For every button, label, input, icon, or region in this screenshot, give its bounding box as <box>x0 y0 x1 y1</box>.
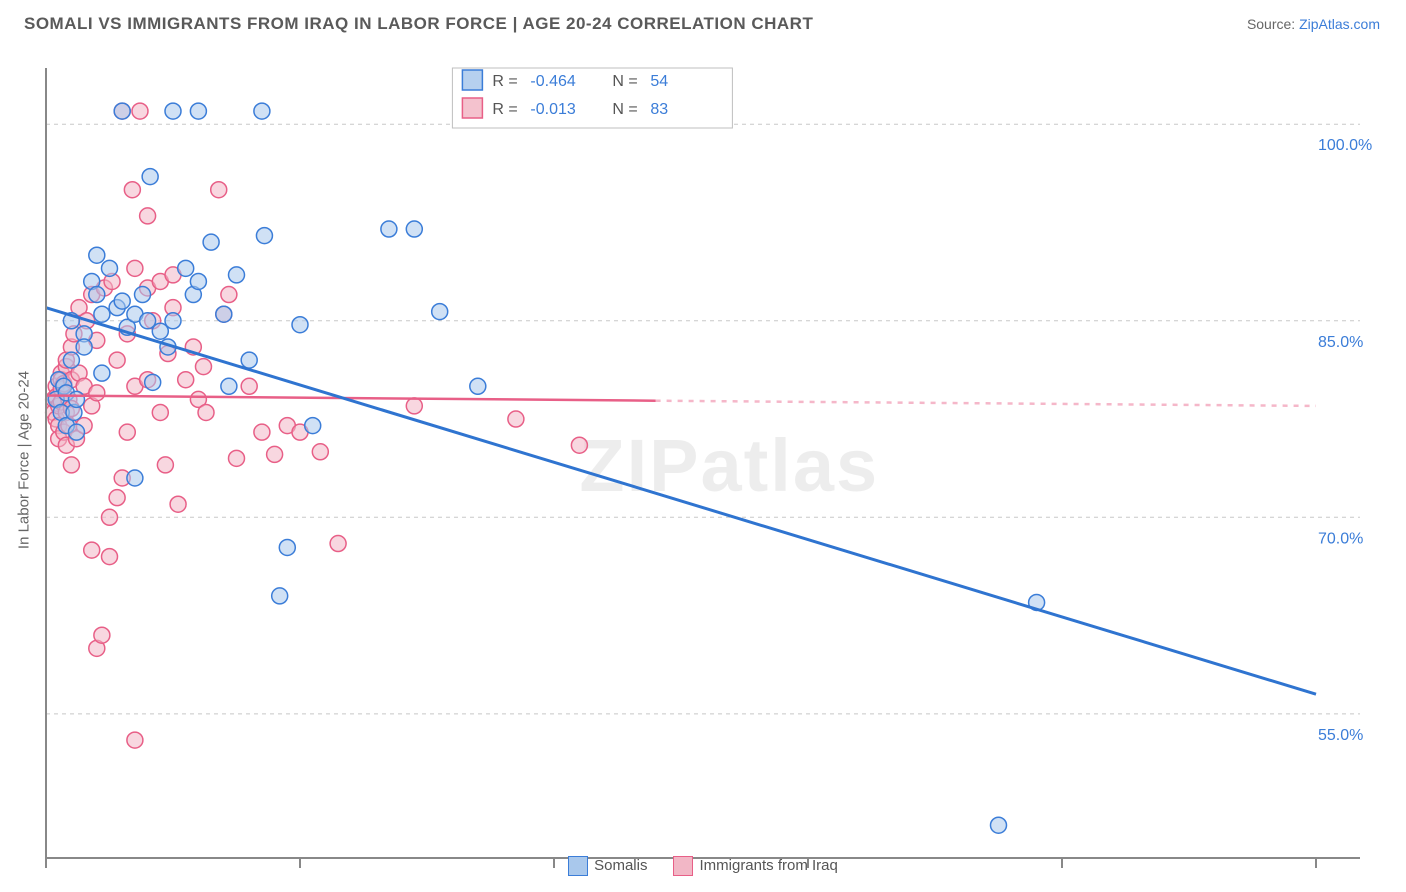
svg-text:ZIPatlas: ZIPatlas <box>579 424 879 507</box>
svg-text:55.0%: 55.0% <box>1318 727 1363 744</box>
svg-text:-0.013: -0.013 <box>530 101 575 118</box>
legend-label: Somalis <box>594 857 647 874</box>
svg-text:85.0%: 85.0% <box>1318 334 1363 351</box>
svg-text:54: 54 <box>650 73 668 90</box>
scatter-chart: 55.0%70.0%85.0%100.0%ZIPatlas0.0%50.0%R … <box>0 50 1406 870</box>
source-link[interactable]: ZipAtlas.com <box>1299 16 1380 32</box>
svg-text:100.0%: 100.0% <box>1318 137 1372 154</box>
svg-text:R =: R = <box>492 73 517 90</box>
source-prefix: Source: <box>1247 16 1299 32</box>
bottom-legend: Somalis Immigrants from Iraq <box>0 856 1406 876</box>
svg-text:R =: R = <box>492 101 517 118</box>
legend-item-somalis: Somalis <box>568 856 647 876</box>
chart-area: In Labor Force | Age 20-24 55.0% 70.0% 85.… <box>0 50 1406 870</box>
swatch-icon <box>568 856 588 876</box>
svg-text:70.0%: 70.0% <box>1318 530 1363 547</box>
chart-header: SOMALI VS IMMIGRANTS FROM IRAQ IN LABOR … <box>0 0 1406 44</box>
swatch-icon <box>673 856 693 876</box>
svg-text:N =: N = <box>612 101 637 118</box>
source-attribution: Source: ZipAtlas.com <box>1247 16 1380 32</box>
svg-text:N =: N = <box>612 73 637 90</box>
chart-title: SOMALI VS IMMIGRANTS FROM IRAQ IN LABOR … <box>24 14 813 34</box>
legend-label: Immigrants from Iraq <box>699 857 837 874</box>
y-axis-label: In Labor Force | Age 20-24 <box>15 371 32 549</box>
legend-item-iraq: Immigrants from Iraq <box>673 856 837 876</box>
svg-text:-0.464: -0.464 <box>530 73 575 90</box>
svg-text:83: 83 <box>650 101 668 118</box>
